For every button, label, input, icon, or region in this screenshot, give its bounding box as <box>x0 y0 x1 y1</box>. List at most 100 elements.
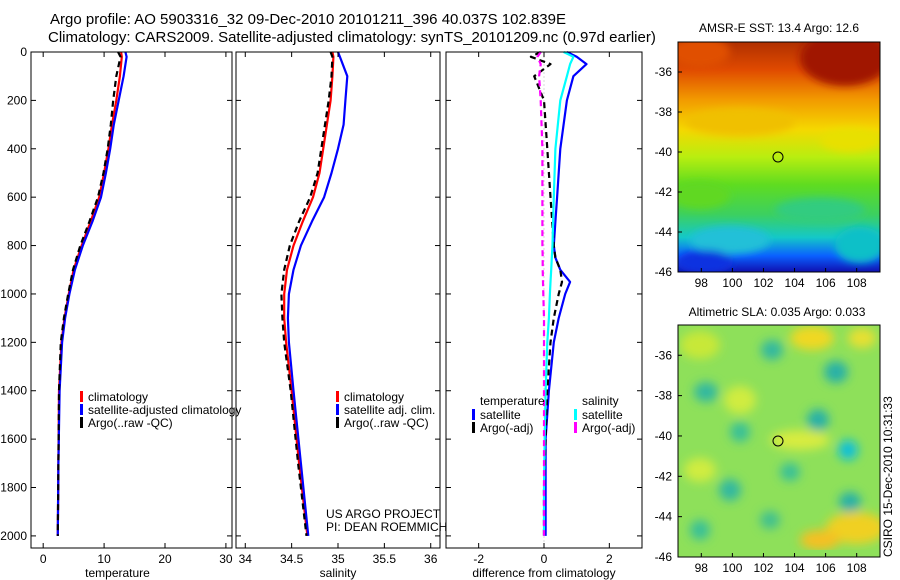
series-line-temperature-2 <box>56 51 122 536</box>
y-tick-label-0: 0 <box>20 45 27 59</box>
series-line-difference-2 <box>542 51 575 536</box>
map-axes-sla_map: 98 100 102 104 106 108 -36 -38 -40 -42 -44 -46 <box>655 348 867 575</box>
map-y-tick-label-0-0: -36 <box>655 65 673 79</box>
y-tick-label-8: 1600 <box>0 432 27 446</box>
axes-box-temperature <box>30 51 233 549</box>
y-tick-label-5: 1000 <box>0 287 27 301</box>
series-line-salinity-1 <box>286 51 349 537</box>
legend-difference: temperature salinitysatelliteArgo(-adj)sa… <box>472 394 635 435</box>
legend-label-temperature-0: climatology <box>88 390 148 404</box>
sst-argo-marker <box>772 151 784 163</box>
map-y-tick-label-0-2: -40 <box>655 145 673 159</box>
sla-map-title: Altimetric SLA: 0.035 Argo: 0.033 <box>689 305 866 319</box>
legend-swatch-difference-0 <box>472 409 475 420</box>
x-tick-label-salinity-4: 36 <box>424 552 438 566</box>
sst-map-title: AMSR-E SST: 13.4 Argo: 12.6 <box>699 21 859 35</box>
legend-label-difference-2: satellite <box>582 408 623 422</box>
map-y-tick-label-0-3: -42 <box>655 185 673 199</box>
x-tick-label-salinity-0: 34 <box>239 552 253 566</box>
x-axis-label-salinity: salinity <box>320 566 357 580</box>
legend-swatch-temperature-2 <box>80 417 83 428</box>
map-x-tick-label-0-0: 98 <box>695 276 709 290</box>
x-tick-label-salinity-2: 35 <box>331 552 345 566</box>
legend-swatch-difference-2 <box>574 409 577 420</box>
series-line-difference-1 <box>529 51 564 536</box>
profile-panel-temperature: 0 10 20 30 temperature 0 200 400 600 800 1000 1200 1… <box>0 45 241 580</box>
y-tick-label-10: 2000 <box>0 529 27 543</box>
map-y-tick-label-0-1: -38 <box>655 105 673 119</box>
map-x-tick-label-0-3: 104 <box>785 276 805 290</box>
map-y-tick-label-1-0: -36 <box>655 348 673 362</box>
map-x-tick-label-1-2: 102 <box>753 561 773 575</box>
y-tick-label-2: 400 <box>7 142 27 156</box>
sla-map <box>677 324 881 558</box>
legend-label-salinity-2: Argo(..raw -QC) <box>344 416 429 430</box>
y-tick-label-6: 1200 <box>0 335 27 349</box>
y-tick-label-7: 1400 <box>0 384 27 398</box>
legend-label-difference-1: Argo(-adj) <box>480 421 533 435</box>
map-y-tick-label-0-5: -46 <box>655 265 673 279</box>
legend-swatch-difference-1 <box>472 422 475 433</box>
legend-label-salinity-1: satellite adj. clim. <box>344 403 435 417</box>
sla-argo-marker <box>772 435 784 447</box>
x-tick-label-salinity-1: 34.5 <box>280 552 304 566</box>
legend-label-temperature-2: Argo(..raw -QC) <box>88 416 173 430</box>
map-x-tick-label-0-5: 108 <box>847 276 867 290</box>
x-tick-label-temperature-2: 20 <box>158 552 172 566</box>
x-axis-label-temperature: temperature <box>85 566 150 580</box>
x-tick-label-difference-1: 0 <box>541 552 548 566</box>
series-line-difference-0 <box>544 51 588 536</box>
project-line2: PI: DEAN ROEMMICH <box>326 520 447 534</box>
legend-title-salinity: salinity <box>582 394 619 408</box>
legend-label-temperature-1: satellite-adjusted climatology <box>88 403 241 417</box>
legend-label-difference-0: satellite <box>480 408 521 422</box>
map-y-tick-label-1-4: -44 <box>655 510 673 524</box>
legend-title-temperature: temperature <box>480 394 545 408</box>
x-axis-label-difference: difference from climatology <box>472 566 615 580</box>
x-tick-label-temperature-3: 30 <box>219 552 233 566</box>
map-x-tick-label-0-2: 102 <box>753 276 773 290</box>
project-line1: US ARGO PROJECT <box>326 507 441 521</box>
legend-swatch-salinity-2 <box>336 417 339 428</box>
y-tick-label-4: 800 <box>7 239 27 253</box>
map-y-tick-label-1-2: -40 <box>655 429 673 443</box>
x-tick-label-difference-2: 2 <box>606 552 613 566</box>
map-x-tick-label-1-4: 106 <box>816 561 836 575</box>
map-x-tick-label-1-5: 108 <box>847 561 867 575</box>
figure-title-line1: Argo profile: AO 5903316_32 09-Dec-2010 … <box>50 11 566 28</box>
map-axes-sst_map: 98 100 102 104 106 108 -36 -38 -40 -42 -44 -46 <box>655 65 867 290</box>
x-tick-label-difference-0: -2 <box>473 552 484 566</box>
figure-title-line2: Climatology: CARS2009. Satellite-adjuste… <box>48 29 656 46</box>
y-tick-label-1: 200 <box>7 93 27 107</box>
x-tick-label-salinity-3: 35.5 <box>373 552 397 566</box>
series-line-difference-3 <box>536 51 546 536</box>
map-x-tick-label-0-1: 100 <box>722 276 742 290</box>
series-line-salinity-0 <box>283 51 335 537</box>
axes-box-salinity <box>235 51 441 549</box>
legend-swatch-difference-3 <box>574 422 577 433</box>
y-tick-label-9: 1800 <box>0 481 27 495</box>
y-tick-label-3: 600 <box>7 190 27 204</box>
legend-swatch-salinity-1 <box>336 404 339 415</box>
legend-swatch-salinity-0 <box>336 391 339 402</box>
map-y-tick-label-0-4: -44 <box>655 225 673 239</box>
series-line-salinity-2 <box>280 51 334 537</box>
x-tick-label-temperature-0: 0 <box>40 552 47 566</box>
map-x-tick-label-1-1: 100 <box>722 561 742 575</box>
legend-swatch-temperature-1 <box>80 404 83 415</box>
map-x-tick-label-1-3: 104 <box>785 561 805 575</box>
timestamp-stamp: CSIRO 15-Dec-2010 10:31:33 <box>881 396 895 557</box>
map-x-tick-label-1-0: 98 <box>695 561 709 575</box>
map-y-tick-label-1-3: -42 <box>655 469 673 483</box>
profile-panel-salinity: 34 34.5 35 35.5 36 salinity climatologysatelli… <box>235 51 441 580</box>
map-x-tick-label-0-4: 106 <box>816 276 836 290</box>
map-y-tick-label-1-1: -38 <box>655 389 673 403</box>
series-line-temperature-0 <box>56 51 123 536</box>
sst-map <box>677 41 881 273</box>
legend-swatch-temperature-0 <box>80 391 83 402</box>
legend-label-salinity-0: climatology <box>344 390 404 404</box>
x-tick-label-temperature-1: 10 <box>97 552 111 566</box>
map-y-tick-label-1-5: -46 <box>655 550 673 564</box>
